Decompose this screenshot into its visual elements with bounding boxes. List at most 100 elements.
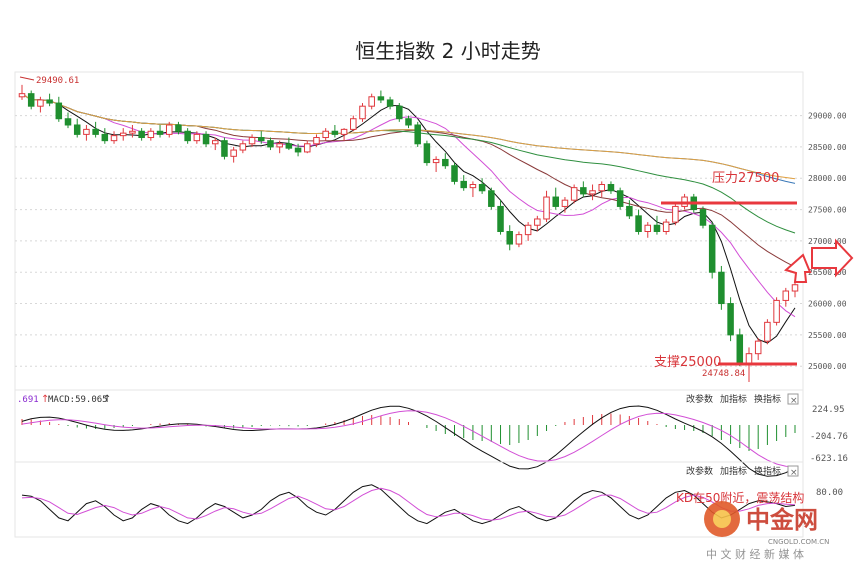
- candle-body: [267, 140, 274, 148]
- ma-line-120: [21, 93, 796, 180]
- kd-k-line: [21, 484, 796, 525]
- candle-body: [350, 118, 357, 130]
- macd-close-button[interactable]: [787, 393, 799, 405]
- candle-body: [193, 133, 201, 142]
- y-tick-label: 28000.00: [808, 174, 847, 183]
- candle-body: [147, 130, 155, 139]
- candle-body: [294, 147, 302, 153]
- candle-body: [37, 99, 44, 107]
- watermark-brand: 中金网: [746, 506, 818, 534]
- macd-histogram: [21, 413, 796, 451]
- candle-body: [635, 215, 642, 232]
- candle-body: [322, 130, 329, 139]
- y-tick-label: 25000.00: [808, 362, 847, 371]
- candle-body: [184, 130, 191, 142]
- y-tick-label: 25500.00: [808, 331, 847, 340]
- macd-button-switch-indicator[interactable]: 换指标: [754, 393, 781, 405]
- candle-body: [460, 180, 467, 189]
- support-label: 支撑25000: [654, 355, 721, 370]
- candle-body: [653, 224, 661, 233]
- macd-button-add-indicator[interactable]: 加指标: [720, 393, 747, 405]
- candle-body: [497, 205, 504, 233]
- kd-close-icon: ×: [790, 468, 798, 478]
- candle-body: [791, 284, 799, 292]
- y-tick-label: 26500.00: [808, 268, 847, 277]
- candle-body: [745, 353, 753, 364]
- candle-body: [46, 99, 53, 104]
- candle-body: [626, 205, 633, 217]
- candle-body: [377, 96, 385, 101]
- candle-body: [543, 196, 550, 220]
- candle-body: [736, 334, 744, 364]
- ma-line-80: [21, 93, 796, 184]
- candle-body: [561, 199, 569, 207]
- resistance-label: 压力27500: [712, 171, 779, 186]
- high-pointer: [19, 76, 35, 81]
- candle-body: [55, 102, 63, 120]
- candle-body: [119, 132, 127, 137]
- candle-body: [718, 271, 725, 305]
- candle-body: [782, 290, 790, 301]
- macd-ytick-2: -623.16: [810, 454, 848, 464]
- candle-body: [570, 187, 578, 201]
- candle-body: [276, 143, 283, 148]
- up-arrow-icon: [783, 253, 812, 283]
- y-tick-label: 27500.00: [808, 206, 847, 215]
- macd-up-arrow-icon: ↑: [41, 394, 49, 405]
- candle-body: [368, 96, 375, 107]
- main-grid: [15, 115, 803, 367]
- candle-body: [580, 187, 587, 195]
- candle-body: [478, 184, 486, 192]
- ma-line-40: [21, 93, 796, 234]
- watermark-tagline: 中 文 财 经 新 媒 体: [706, 547, 804, 561]
- candle-body: [754, 340, 762, 355]
- candle-body: [662, 221, 670, 232]
- kd-button-change-params[interactable]: 改参数: [686, 465, 713, 477]
- right-arrow-icon: [811, 238, 854, 278]
- candle-body: [285, 143, 293, 149]
- candle-body: [506, 231, 513, 245]
- macd-button-change-params[interactable]: 改参数: [686, 393, 713, 405]
- candle-body: [211, 140, 219, 145]
- y-tick-label: 26000.00: [808, 300, 847, 309]
- y-tick-label: 28500.00: [808, 143, 847, 152]
- kd-button-switch-indicator[interactable]: 换指标: [754, 465, 781, 477]
- candle-body: [248, 137, 256, 145]
- candle-body: [515, 234, 523, 245]
- macd-dif-line: [21, 405, 796, 477]
- main-panel: 25000.00 25500.00 26000.00 26500.00 27000.00…: [14, 71, 854, 391]
- candlesticks: [18, 84, 799, 382]
- candle-body: [359, 105, 366, 120]
- candle-body: [386, 99, 394, 107]
- chart-title: 恒生指数 2 小时走势: [355, 39, 540, 63]
- candle-body: [451, 165, 458, 182]
- candle-body: [110, 135, 118, 142]
- candle-body: [340, 128, 348, 135]
- macd-close-icon: ×: [790, 396, 798, 406]
- watermark-logo-inner: [713, 510, 731, 528]
- candle-body: [699, 209, 707, 226]
- candle-body: [156, 130, 164, 135]
- candle-body: [27, 93, 35, 107]
- y-tick-label: 29000.00: [808, 112, 847, 121]
- candle-body: [773, 299, 780, 323]
- candle-body: [607, 184, 615, 192]
- candle-body: [432, 158, 440, 164]
- candle-body: [64, 118, 72, 126]
- macd-dea-line: [21, 410, 796, 468]
- candle-body: [616, 190, 624, 207]
- macd-left-label: .691: [17, 395, 39, 405]
- high-label: 29490.61: [36, 76, 79, 86]
- candle-body: [552, 196, 559, 207]
- kd-close-button[interactable]: [787, 465, 799, 477]
- candle-body: [442, 158, 449, 167]
- low-label: 24748.84: [702, 369, 745, 379]
- candle-body: [258, 137, 265, 142]
- candle-body: [304, 143, 311, 153]
- candle-body: [129, 130, 136, 134]
- candle-body: [644, 224, 652, 233]
- kd-button-add-indicator[interactable]: 加指标: [720, 465, 747, 477]
- candle-body: [534, 218, 541, 226]
- candle-body: [524, 224, 532, 236]
